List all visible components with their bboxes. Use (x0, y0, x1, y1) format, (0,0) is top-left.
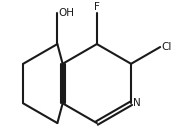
Text: F: F (94, 2, 100, 12)
Text: Cl: Cl (162, 42, 172, 52)
Text: OH: OH (59, 8, 75, 18)
Text: N: N (132, 98, 140, 108)
